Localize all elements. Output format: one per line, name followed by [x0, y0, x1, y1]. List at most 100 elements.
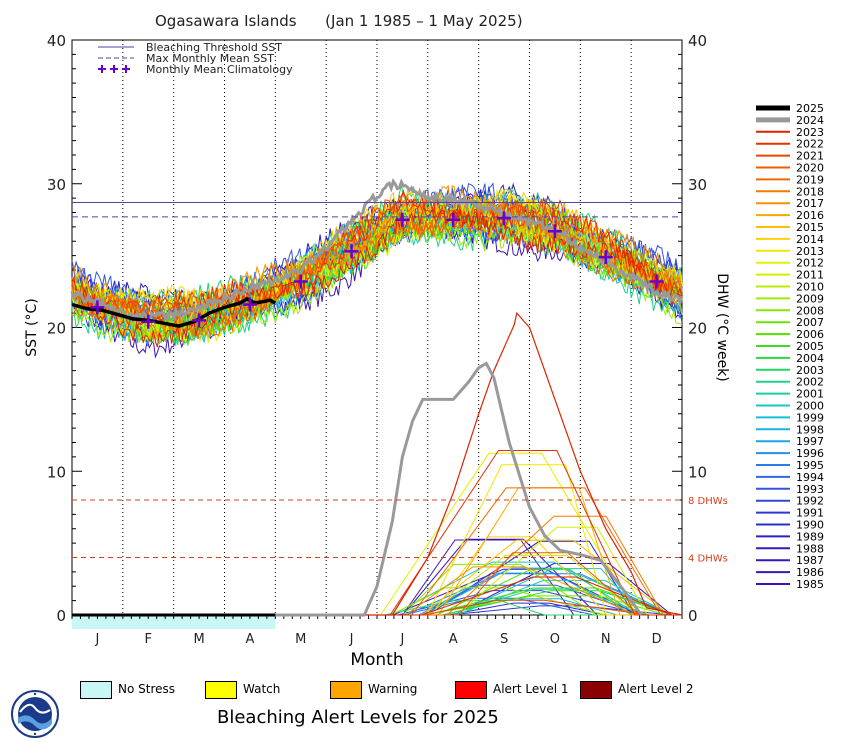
legend-label-warning: Warning [368, 682, 418, 696]
legend-swatch-alert-level-2 [580, 681, 612, 699]
climatology-marker [192, 313, 207, 328]
year-legend-label: 2001 [796, 388, 824, 401]
y-tick-label-right: 10 [688, 463, 707, 481]
climatology-marker [141, 314, 156, 329]
climatology-marker [649, 274, 664, 289]
legend-swatch-no-stress [80, 681, 112, 699]
legend-label-alert-level-1: Alert Level 1 [493, 682, 569, 696]
x-tick-label: J [399, 632, 404, 647]
year-legend-label: 2004 [796, 352, 824, 365]
sst-line-2024 [70, 178, 684, 325]
x-axis-label: Month [350, 650, 403, 670]
climatology-marker [242, 297, 257, 312]
year-legend-label: 1997 [796, 435, 824, 448]
year-legend-label: 2000 [796, 400, 824, 413]
climatology-marker [446, 212, 461, 227]
noaa-logo-icon [11, 690, 59, 738]
x-tick-label: N [601, 632, 611, 647]
dhw-reference-label: 4 DHWs [688, 554, 728, 565]
year-legend-label: 2023 [796, 126, 824, 139]
year-legend-label: 2020 [796, 162, 824, 175]
y-tick-label-right: 20 [688, 320, 707, 338]
legend-climatology-marker [98, 65, 106, 73]
x-tick-label: D [652, 632, 662, 647]
x-tick-label: A [245, 632, 254, 647]
year-legend-label: 1991 [796, 507, 824, 520]
climatology-marker [497, 211, 512, 226]
legend-swatch-watch [205, 681, 237, 699]
year-legend-label: 2011 [796, 269, 824, 282]
x-tick-label: J [94, 632, 99, 647]
climatology-marker [293, 274, 308, 289]
y-axis-label-left: SST (°C) [24, 298, 40, 356]
sst-line-2021 [71, 192, 683, 318]
year-legend-label: 2024 [796, 114, 824, 127]
year-legend-label: 1988 [796, 542, 824, 555]
year-legend-label: 2008 [796, 304, 824, 317]
legend-climatology-marker [110, 65, 118, 73]
year-legend-label: 2025 [796, 102, 824, 115]
legend-label-watch: Watch [243, 682, 281, 696]
year-legend-label: 1986 [796, 566, 824, 579]
year-legend-label: 2010 [796, 281, 824, 294]
dhw-line-2015 [72, 539, 682, 616]
year-legend-label: 2021 [796, 150, 824, 163]
year-legend-label: 2022 [796, 138, 824, 151]
chart-title: Ogasawara Islands (Jan 1 1985 – 1 May 20… [155, 12, 523, 30]
year-legend-label: 1987 [796, 554, 824, 567]
dhw-line-1985 [72, 539, 682, 616]
y-tick-label-left: 10 [47, 463, 66, 481]
legend-swatch-warning [330, 681, 362, 699]
year-legend-label: 1990 [796, 519, 824, 532]
climatology-marker [90, 300, 105, 315]
year-legend-label: 2002 [796, 376, 824, 389]
legend-label: Max Monthly Mean SST [146, 52, 274, 65]
y-tick-label-left: 0 [56, 607, 66, 625]
year-legend-label: 2007 [796, 316, 824, 329]
year-legend-label: 1993 [796, 483, 824, 496]
x-tick-label: A [449, 632, 458, 647]
climatology-marker [344, 244, 359, 259]
year-legend-label: 2009 [796, 292, 824, 305]
climatology-marker [598, 250, 613, 265]
year-legend-label: 2015 [796, 221, 824, 234]
legend-label-alert-level-2: Alert Level 2 [618, 682, 694, 696]
y-axis-label-right: DHW (°C week) [714, 273, 730, 382]
legend-climatology-marker [122, 65, 130, 73]
year-legend-label: 2016 [796, 209, 824, 222]
year-legend-label: 2018 [796, 185, 824, 198]
x-tick-label: J [349, 632, 354, 647]
year-legend-label: 1998 [796, 423, 824, 436]
year-legend-label: 2019 [796, 173, 824, 186]
x-tick-label: M [193, 632, 204, 647]
x-tick-label: M [295, 632, 306, 647]
legend-label: Monthly Mean Climatology [146, 63, 293, 76]
legend-label: Bleaching Threshold SST [146, 41, 282, 54]
y-tick-label-right: 30 [688, 176, 707, 194]
y-tick-label-left: 30 [47, 176, 66, 194]
year-legend-label: 1992 [796, 495, 824, 508]
year-legend-label: 2012 [796, 257, 824, 270]
dhw-reference-label: 8 DHWs [688, 496, 728, 507]
climatology-marker [395, 212, 410, 227]
year-legend-label: 2013 [796, 245, 824, 258]
x-tick-label: O [550, 632, 560, 647]
year-legend-label: 2006 [796, 328, 824, 341]
year-legend-label: 1999 [796, 411, 824, 424]
year-legend-label: 2017 [796, 197, 824, 210]
legend-label-no-stress: No Stress [118, 682, 176, 696]
year-legend-label: 2014 [796, 233, 824, 246]
bottom-title: Bleaching Alert Levels for 2025 [217, 707, 499, 728]
sst-line-2025 [71, 296, 277, 328]
year-legend-label: 1996 [796, 447, 824, 460]
climatology-marker [547, 224, 562, 239]
legend-swatch-alert-level-1 [455, 681, 487, 699]
year-legend-label: 2003 [796, 364, 824, 377]
year-legend-label: 1995 [796, 459, 824, 472]
x-tick-label: S [500, 632, 508, 647]
y-tick-label-left: 40 [47, 32, 66, 50]
x-tick-label: F [145, 632, 152, 647]
y-tick-label-left: 20 [47, 320, 66, 338]
dhw-line-2024 [72, 361, 643, 617]
